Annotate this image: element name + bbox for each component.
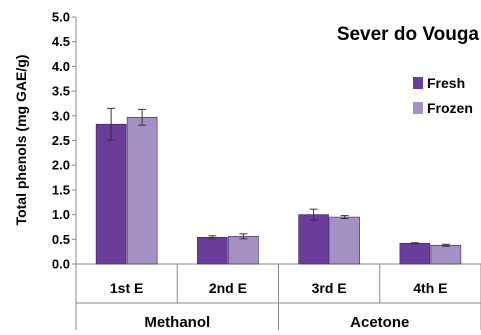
y-tick-label: 5.0 bbox=[52, 10, 70, 25]
group-label: Acetone bbox=[350, 314, 409, 330]
bar-frozen-2 bbox=[228, 236, 259, 265]
y-tick-label: 1.5 bbox=[52, 182, 70, 197]
group-label: Methanol bbox=[144, 314, 210, 330]
bar-fresh-3 bbox=[298, 214, 329, 265]
plot-area: 0.0 0.5 1.0 1.5 2.0 2.5 3.0 3.5 4.0 4.5 5.0 1st E 2n… bbox=[52, 10, 481, 331]
category-label: 4th E bbox=[413, 280, 447, 296]
bar-fresh-2 bbox=[197, 237, 228, 265]
category-label: 1st E bbox=[110, 280, 143, 296]
category-label: 2nd E bbox=[209, 280, 247, 296]
bar-frozen-3 bbox=[329, 216, 360, 265]
legend-swatch-fresh bbox=[413, 77, 423, 89]
legend-swatch-frozen bbox=[413, 102, 423, 114]
legend-label-fresh: Fresh bbox=[427, 75, 465, 91]
y-tick-label: 0.0 bbox=[52, 257, 70, 272]
chart-title: Sever do Vouga bbox=[337, 24, 480, 45]
bar-fresh-4 bbox=[399, 242, 431, 265]
y-tick-label: 4.5 bbox=[52, 34, 70, 49]
bar-fresh-1 bbox=[95, 123, 127, 265]
legend-label-frozen: Frozen bbox=[427, 100, 473, 116]
y-tick-label: 2.0 bbox=[52, 158, 70, 173]
y-tick-label: 0.5 bbox=[52, 232, 70, 247]
y-tick-label: 3.5 bbox=[52, 84, 70, 99]
y-tick-label: 2.5 bbox=[52, 133, 70, 148]
legend: Fresh Frozen bbox=[413, 75, 473, 116]
y-tick-label: 3.0 bbox=[52, 108, 70, 123]
y-axis-label: Total phenols (mg GAE/g) bbox=[13, 55, 29, 226]
category-label: 3rd E bbox=[312, 280, 347, 296]
y-tick-label: 4.0 bbox=[52, 59, 70, 74]
y-tick-label: 1.0 bbox=[52, 207, 70, 222]
bar-frozen-4 bbox=[430, 244, 462, 265]
bar-frozen-1 bbox=[126, 116, 158, 265]
